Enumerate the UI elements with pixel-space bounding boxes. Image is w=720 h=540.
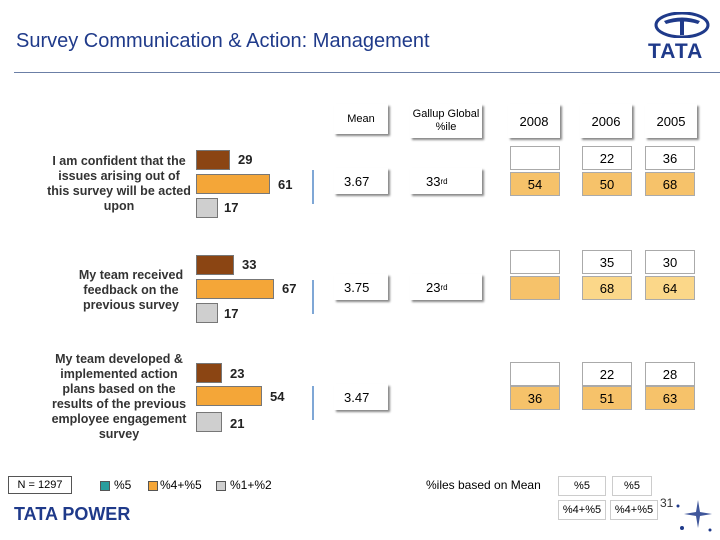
footer-label-top5-a: %5	[558, 476, 606, 496]
bar-bottom12-3	[196, 412, 222, 432]
value-top5-3: 23	[230, 366, 245, 381]
gallup-rank-number-2: 23	[426, 279, 441, 295]
legend-swatch-top5	[100, 481, 110, 491]
cell-2005-top5-2: 30	[645, 250, 695, 274]
cell-2005-top45-1: 68	[645, 172, 695, 196]
cell-2008-top45-3: 36	[510, 386, 560, 410]
value-bottom12-2: 17	[224, 306, 239, 321]
col-header-mean: Mean	[334, 104, 388, 134]
legend-label-bottom12: %1+%2	[230, 478, 272, 492]
page-title: Survey Communication & Action: Managemen…	[16, 30, 430, 52]
bar-top45-3	[196, 386, 262, 406]
cell-2008-top5-2	[510, 250, 560, 274]
mean-value-2: 3.75	[334, 274, 388, 300]
cell-2006-top5-1: 22	[582, 146, 632, 170]
footer-label-top45-b: %4+%5	[610, 500, 658, 520]
legend-label-top5: %5	[114, 478, 132, 492]
cell-2008-top45-2	[510, 276, 560, 300]
gallup-rank-suffix-1: rd	[440, 176, 448, 186]
cell-2008-top5-1	[510, 146, 560, 170]
footer-label-top5-b: %5	[612, 476, 652, 496]
cell-2005-top45-2: 64	[645, 276, 695, 300]
bar-top45-1	[196, 174, 270, 194]
mean-value-3: 3.47	[334, 384, 388, 410]
statement-1: I am confident that the issues arising o…	[47, 154, 191, 213]
sparkle-logo-icon	[676, 500, 712, 532]
statement-2: My team received feedback on the previou…	[78, 268, 184, 312]
value-top5-1: 29	[238, 152, 253, 167]
value-top5-2: 33	[242, 257, 257, 272]
mean-value-1: 3.67	[334, 168, 388, 194]
col-header-2005: 2005	[645, 104, 697, 138]
title-divider	[14, 72, 720, 73]
bar-bottom12-1	[196, 198, 218, 218]
bar-top5-3	[196, 363, 222, 383]
arrow-up-icon	[312, 170, 314, 204]
legend-swatch-bottom12	[216, 481, 226, 491]
value-top45-3: 54	[270, 389, 285, 404]
page-number: 31	[660, 496, 674, 510]
arrow-up-icon	[312, 280, 314, 314]
value-top45-1: 61	[278, 177, 293, 192]
col-header-gallup: Gallup Global %ile	[410, 104, 482, 138]
bar-top5-2	[196, 255, 234, 275]
bar-top5-1	[196, 150, 230, 170]
footer-label-top45-a: %4+%5	[558, 500, 606, 520]
cell-2006-top5-2: 35	[582, 250, 632, 274]
percentile-note: %iles based on Mean	[426, 478, 541, 492]
value-bottom12-3: 21	[230, 416, 245, 431]
statement-3: My team developed & implemented action p…	[51, 352, 187, 441]
cell-2006-top5-3: 22	[582, 362, 632, 386]
gallup-rank-suffix-2: rd	[440, 282, 448, 292]
gallup-rank-number-1: 33	[426, 173, 441, 189]
col-header-2008: 2008	[508, 104, 560, 138]
bar-top45-2	[196, 279, 274, 299]
tata-power-logo: TATA POWER	[14, 504, 131, 524]
tata-logo-text: TATA	[648, 40, 704, 63]
cell-2008-top5-3	[510, 362, 560, 386]
cell-2005-top5-3: 28	[645, 362, 695, 386]
arrow-up-icon	[312, 386, 314, 420]
cell-2006-top45-1: 50	[582, 172, 632, 196]
col-header-2006: 2006	[580, 104, 632, 138]
cell-2005-top5-1: 36	[645, 146, 695, 170]
bar-bottom12-2	[196, 303, 218, 323]
cell-2005-top45-3: 63	[645, 386, 695, 410]
sample-size-badge: N = 1297	[8, 476, 72, 494]
legend-swatch-top45	[148, 481, 158, 491]
cell-2006-top45-2: 68	[582, 276, 632, 300]
value-bottom12-1: 17	[224, 200, 239, 215]
cell-2008-top45-1: 54	[510, 172, 560, 196]
cell-2006-top45-3: 51	[582, 386, 632, 410]
tata-logo-icon	[654, 12, 710, 38]
legend-label-top45: %4+%5	[160, 478, 202, 492]
value-top45-2: 67	[282, 281, 297, 296]
